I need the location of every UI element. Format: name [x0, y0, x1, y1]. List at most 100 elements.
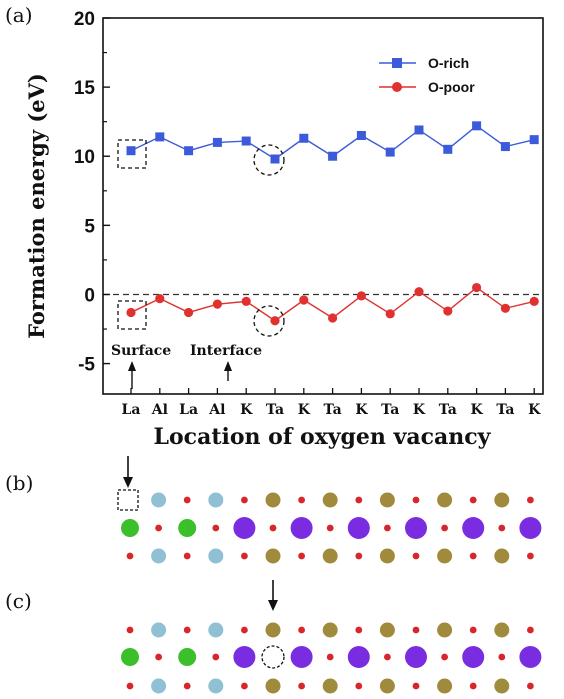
x-axis-title: Location of oxygen vacancy — [154, 424, 492, 450]
atoms-c-top-o-0 — [126, 626, 134, 634]
atoms-c-bottom-ta-13 — [494, 678, 510, 694]
atoms-c-top-o-8 — [355, 626, 363, 634]
atoms-b-top-ta-9 — [379, 492, 395, 508]
atoms-b-bottom-ta-11 — [437, 548, 453, 564]
panel-label-c: (c) — [5, 589, 32, 613]
atoms-c-bottom-o-6 — [298, 682, 305, 690]
atoms-b-middle-k-10 — [405, 517, 427, 539]
point-o-poor-10 — [414, 287, 424, 297]
atoms-b-top-al-3 — [208, 492, 224, 508]
atoms-c-top-ta-7 — [322, 622, 338, 638]
atoms-c-middle-k-4 — [233, 646, 256, 668]
y-tick-label-5: 20 — [74, 9, 95, 30]
atoms-c-top-o-2 — [183, 626, 191, 634]
atoms-c-middle-k-6 — [290, 646, 313, 668]
atoms-c-middle-la-0 — [121, 648, 139, 666]
annotation-arrow-surface — [128, 361, 136, 389]
atoms-b-middle-o-3 — [212, 524, 220, 532]
interface-highlight-o-poor — [253, 305, 285, 337]
point-o-rich-2 — [184, 146, 194, 156]
atoms-b-top-ta-5 — [265, 492, 281, 508]
atoms-b-bottom-ta-13 — [494, 548, 510, 564]
atoms-c-bottom-o-14 — [527, 682, 534, 690]
atoms-c-bottom-ta-7 — [322, 678, 338, 694]
x-tick-label-1: Al — [151, 402, 168, 418]
y-tick-label-1: 0 — [84, 285, 95, 306]
plot-frame — [102, 17, 544, 395]
atoms-b — [121, 492, 542, 564]
x-tick-label-13: Ta — [496, 402, 514, 418]
oxygen-vacancy-b — [117, 489, 139, 511]
atoms-c-middle-o-7 — [326, 653, 334, 661]
atoms-b-top-o-4 — [241, 496, 248, 504]
point-o-rich-6 — [299, 133, 309, 143]
point-o-poor-12 — [472, 282, 482, 293]
atoms-b-middle-o-5 — [269, 524, 277, 532]
atoms-c-middle-k-10 — [405, 646, 427, 668]
point-o-poor-4 — [241, 296, 251, 306]
y-tick-label-0: -5 — [78, 355, 95, 376]
formation-energy-chart: -5 0 5 10 15 20 La Al La Al K Ta K Ta K Ta K Ta K Ta K Loca… — [24, 9, 544, 450]
x-tick-label-8: K — [355, 402, 368, 418]
atoms-b-top-o-14 — [527, 496, 534, 504]
atoms-c-bottom-o-0 — [126, 682, 134, 690]
atoms-c-top-o-14 — [527, 626, 534, 634]
surface-highlight-o-poor — [117, 300, 147, 330]
atoms-b-top-al-1 — [151, 492, 167, 508]
atoms-c-top-ta-5 — [265, 622, 281, 638]
x-tick-label-4: K — [240, 402, 253, 418]
atoms-b-bottom-o-8 — [355, 552, 363, 560]
point-o-poor-1 — [155, 294, 165, 304]
atoms-c-middle-o-9 — [384, 653, 391, 661]
atoms-b-bottom-o-0 — [126, 552, 134, 560]
atoms-b-middle-k-14 — [519, 517, 542, 539]
x-tick-label-14: K — [528, 402, 541, 418]
atoms-c-bottom-al-1 — [151, 678, 167, 694]
vacancy-arrow-head-b — [123, 477, 133, 488]
atoms-c-bottom-al-3 — [208, 678, 224, 694]
atoms-b-middle-o-7 — [326, 524, 334, 532]
atoms-b-top-o-10 — [412, 496, 420, 504]
atoms-c-bottom-ta-11 — [437, 678, 453, 694]
point-o-poor-9 — [385, 309, 395, 319]
atoms-c-middle-la-2 — [178, 648, 197, 666]
point-o-poor-5 — [270, 316, 280, 326]
oxygen-vacancy-c — [261, 645, 285, 669]
atoms-c-top-o-12 — [469, 626, 477, 634]
annotation-interface: Interface — [190, 343, 262, 359]
atoms-c-middle-k-14 — [519, 646, 542, 668]
atoms-b-middle-k-4 — [233, 517, 256, 539]
atoms-c-middle-o-1 — [155, 653, 163, 661]
point-o-rich-4 — [241, 136, 251, 146]
atoms-b-bottom-o-12 — [469, 552, 477, 560]
x-axis: La Al La Al K Ta K Ta K Ta K Ta K Ta K — [122, 388, 541, 418]
atoms-b-top-o-12 — [469, 496, 477, 504]
point-o-poor-13 — [500, 303, 510, 313]
vacancy-arrow-head-c — [268, 600, 278, 611]
atoms-b-top-ta-13 — [494, 492, 510, 508]
atoms-b-bottom-o-6 — [298, 552, 305, 560]
x-tick-label-2: La — [179, 402, 198, 418]
point-o-rich-12 — [472, 121, 482, 131]
x-tick-label-11: Ta — [439, 402, 457, 418]
x-tick-label-3: Al — [208, 402, 225, 418]
atoms-c-bottom-ta-9 — [379, 678, 395, 694]
x-tick-label-0: La — [122, 402, 141, 418]
atoms-b-middle-k-8 — [347, 517, 370, 539]
atoms-c-top-ta-11 — [437, 622, 453, 638]
y-axis-title: Formation energy (eV) — [24, 73, 49, 339]
annotation-surface: Surface — [111, 343, 171, 359]
atoms-b-top-o-8 — [355, 496, 363, 504]
atoms-c-top-o-6 — [298, 626, 305, 634]
point-o-poor-11 — [443, 306, 453, 316]
legend-marker-o-poor — [392, 82, 402, 92]
atoms-c-top-al-1 — [151, 622, 167, 638]
atoms-c-top-ta-13 — [494, 622, 510, 638]
point-o-rich-8 — [356, 131, 366, 140]
legend-label-o-poor: O-poor — [428, 79, 475, 95]
atomic-structure-c — [121, 580, 542, 694]
point-o-poor-14 — [529, 296, 539, 306]
point-o-rich-11 — [443, 144, 453, 154]
y-tick-label-3: 10 — [74, 147, 95, 168]
atoms-b-middle-la-2 — [178, 519, 197, 537]
